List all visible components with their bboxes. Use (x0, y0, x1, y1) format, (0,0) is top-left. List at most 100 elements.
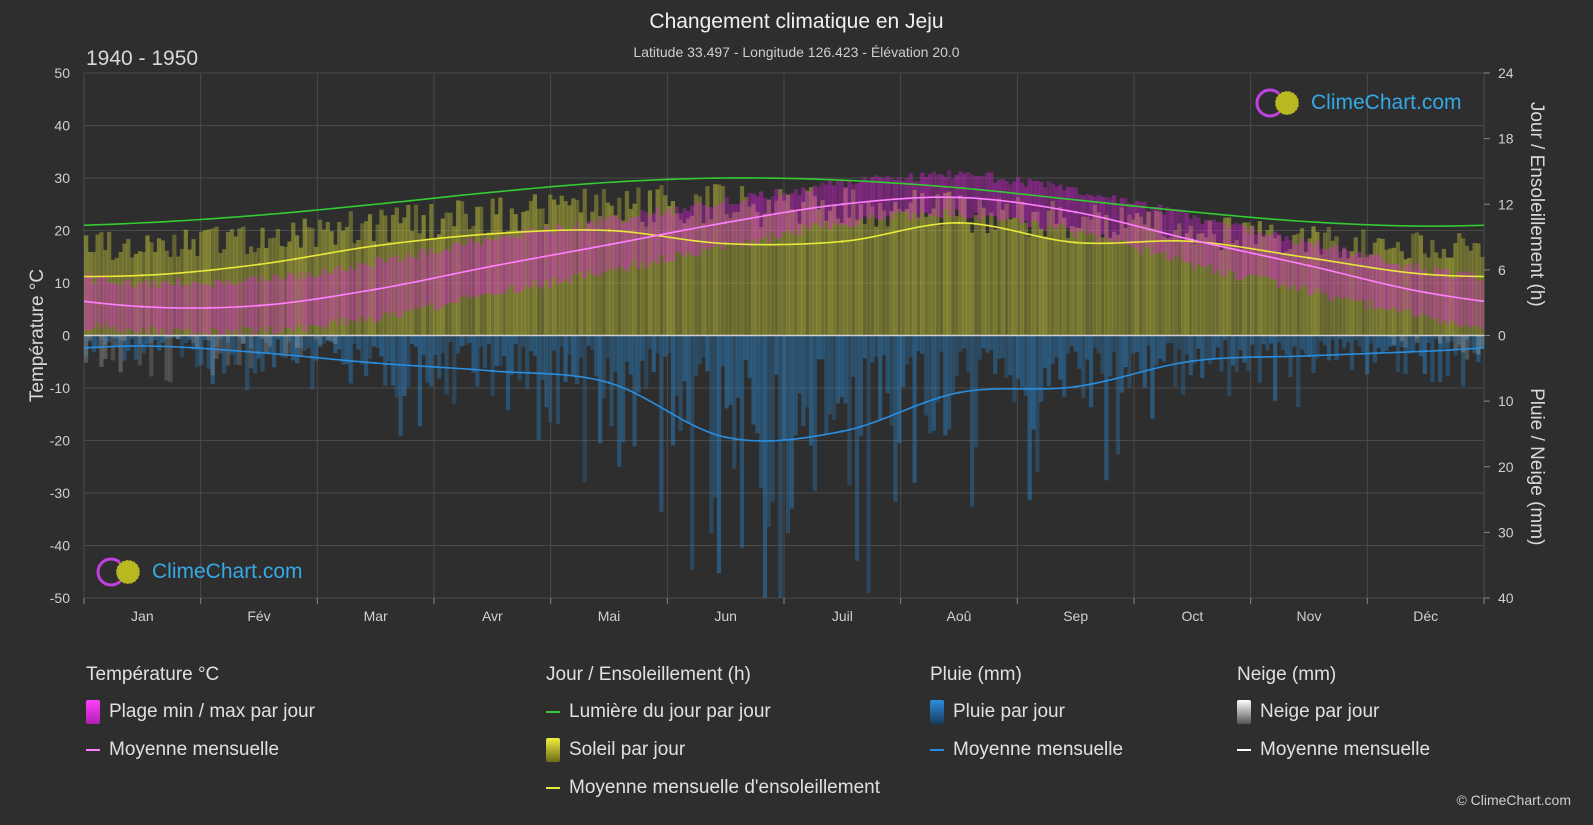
rain-day-bar (1035, 335, 1040, 473)
sunshine-day-bar (164, 250, 169, 336)
rain-mean-point (141, 344, 144, 348)
brand-logo-bottom[interactable]: ClimeChart.com (96, 557, 303, 587)
rain-day-bar (697, 335, 702, 365)
rain-day-bar (156, 335, 162, 351)
rain-day-bar (1046, 335, 1051, 387)
temp-range-day-bar (690, 205, 695, 256)
sunshine-day-bar (1261, 236, 1266, 336)
temp-range-day-bar (103, 275, 108, 324)
sunshine-day-bar (1146, 211, 1151, 336)
temp-range-day-bar (1027, 178, 1032, 228)
rain-day-bar (1127, 335, 1132, 388)
temp-range-day-bar (594, 225, 599, 276)
sunshine-day-bar (877, 203, 883, 336)
temp-range-day-bar (628, 217, 633, 266)
sunshine-day-bar (1414, 232, 1420, 336)
rain-day-bar (279, 335, 284, 357)
sunshine-day-bar (1368, 254, 1374, 336)
temp-range-day-bar (970, 174, 975, 218)
rain-day-bar (1215, 335, 1220, 348)
rain-day-bar (1062, 335, 1067, 397)
rain-day-bar (755, 335, 760, 434)
rain-day-bar (597, 335, 603, 444)
chart-subtitle: Latitude 33.497 - Longitude 126.423 - Él… (633, 44, 960, 60)
temp-range-day-bar (1292, 244, 1297, 285)
sunshine-day-bar (1349, 251, 1354, 336)
sunshine-day-bar (548, 194, 553, 336)
sunshine-day-bar (421, 215, 426, 336)
temp-range-day-bar (1407, 264, 1412, 310)
temp-range-day-bar (793, 189, 798, 230)
temp-mean-line (83, 196, 1485, 309)
sunshine-day-bar (540, 208, 545, 336)
rain-day-bar (1422, 335, 1427, 374)
snow-day-bar (206, 335, 211, 341)
temp-range-day-bar (877, 176, 883, 220)
sunshine-day-bar (1288, 248, 1293, 336)
rain-day-bar (1004, 335, 1009, 378)
rain-day-bar (153, 335, 158, 341)
rain-day-bar (425, 335, 430, 383)
temp-range-day-bar (275, 276, 281, 334)
temp-range-day-bar (759, 191, 764, 239)
sunshine-day-bar (245, 254, 250, 336)
snow-day-bar (1399, 335, 1404, 342)
snow-day-bar (268, 335, 273, 347)
snow-day-bar (264, 335, 269, 353)
sunshine-day-bar (456, 200, 461, 336)
temp-range-day-bar (601, 221, 607, 273)
temp-range-day-bar (624, 222, 630, 272)
rain-mean-point (841, 430, 844, 433)
sunshine-day-bar (118, 251, 123, 336)
rain-day-bar (950, 335, 956, 393)
rain-day-bar (1138, 335, 1144, 371)
rain-day-bar (624, 335, 630, 362)
rain-day-bar (766, 335, 771, 528)
rain-day-bar (590, 335, 595, 351)
temp-range-day-bar (736, 204, 741, 243)
temp-range-day-bar (716, 204, 722, 245)
temp-range-day-bar (291, 274, 296, 332)
temp-range-day-bar (989, 172, 994, 216)
rain-day-bar (107, 335, 112, 343)
temp-mean-point (957, 196, 961, 199)
temp-range-day-bar (325, 273, 330, 327)
y-right-precip-tick-label: 40 (1498, 590, 1514, 606)
snow-day-bar (1453, 335, 1458, 351)
rain-day-bar (1227, 335, 1232, 397)
temp-range-day-bar (1345, 250, 1351, 298)
rain-day-bar (1054, 335, 1059, 358)
rain-day-bar (1219, 335, 1224, 372)
legend-temp-mean: Moyenne mensuelle (86, 737, 315, 763)
rain-day-bar (970, 335, 975, 507)
sunshine-day-bar (1468, 250, 1473, 336)
temp-range-day-bar (459, 245, 465, 297)
period-label: 1940 - 1950 (86, 47, 199, 70)
rain-day-bar (287, 335, 292, 342)
sunshine-day-bar (690, 215, 695, 336)
sunshine-day-bar (586, 223, 591, 336)
rain-day-bar (966, 335, 971, 373)
snow-day-bar (1476, 335, 1481, 355)
rain-day-bar (732, 335, 737, 469)
rain-mean-line (83, 345, 1485, 442)
sunshine-day-bar (536, 208, 541, 336)
sunshine-day-bar (260, 227, 265, 336)
snow-day-bar (114, 335, 119, 339)
brand-logo-top[interactable]: ClimeChart.com (1255, 88, 1462, 118)
rain-day-bar (759, 335, 764, 489)
sunshine-day-bar (1192, 243, 1197, 336)
sunshine-mean-point (491, 232, 494, 235)
temp-range-day-bar (1062, 189, 1067, 226)
rain-day-bar (674, 335, 679, 396)
rain-day-bar (1150, 335, 1155, 419)
rain-mean-point (1074, 385, 1077, 388)
rain-day-bar (379, 335, 384, 357)
sunshine-day-bar (1372, 242, 1378, 336)
temp-range-day-bar (801, 187, 806, 225)
rain-mean-point (374, 361, 377, 365)
rain-day-bar (1353, 335, 1358, 340)
x-tick-label: Jun (714, 608, 737, 624)
temp-range-day-bar (1303, 241, 1308, 285)
sunshine-day-bar (210, 228, 215, 336)
